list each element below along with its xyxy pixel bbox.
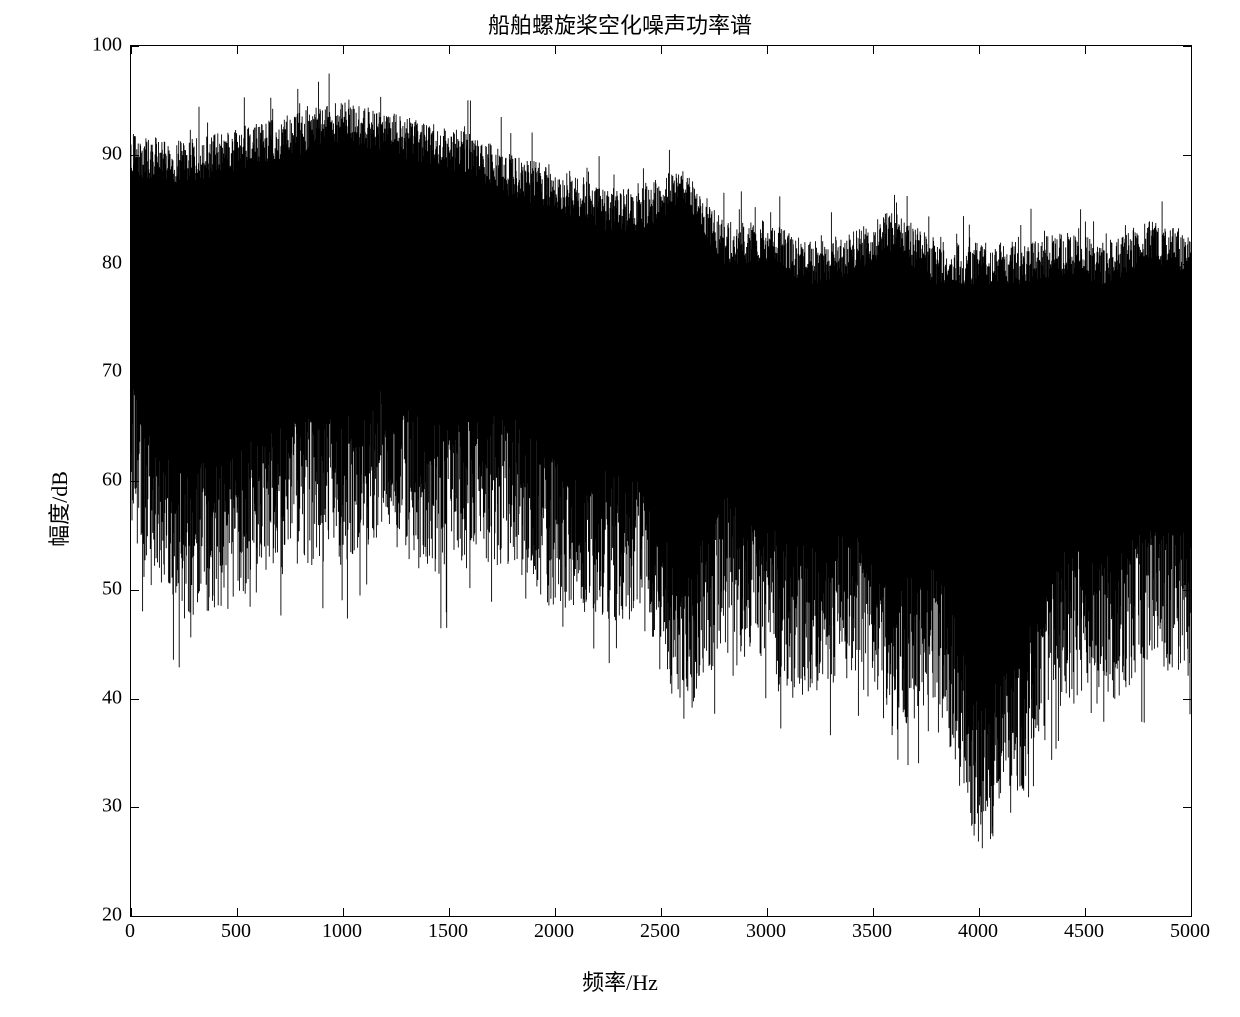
y-tick-mark	[1183, 155, 1191, 156]
y-tick-label: 100	[92, 34, 122, 57]
x-tick-mark	[661, 908, 662, 916]
x-tick-mark	[237, 908, 238, 916]
y-tick-label: 20	[102, 904, 122, 927]
x-tick-mark	[131, 908, 132, 916]
y-tick-label: 90	[102, 142, 122, 165]
x-tick-mark	[449, 46, 450, 54]
y-tick-label: 50	[102, 577, 122, 600]
y-tick-label: 30	[102, 795, 122, 818]
x-tick-mark	[1191, 46, 1192, 54]
y-tick-mark	[1183, 264, 1191, 265]
x-tick-mark	[873, 46, 874, 54]
x-tick-mark	[1191, 908, 1192, 916]
x-tick-label: 1500	[428, 920, 468, 943]
y-tick-mark	[131, 590, 139, 591]
x-tick-mark	[979, 46, 980, 54]
spectrum-svg	[131, 46, 1191, 916]
x-tick-label: 4000	[958, 920, 998, 943]
x-tick-label: 1000	[322, 920, 362, 943]
y-tick-mark	[131, 481, 139, 482]
x-tick-label: 500	[221, 920, 251, 943]
y-tick-label: 70	[102, 360, 122, 383]
x-tick-label: 5000	[1170, 920, 1210, 943]
y-tick-mark	[1183, 807, 1191, 808]
x-tick-mark	[1085, 908, 1086, 916]
x-tick-label: 0	[125, 920, 135, 943]
x-tick-label: 2000	[534, 920, 574, 943]
x-tick-mark	[1085, 46, 1086, 54]
x-tick-mark	[237, 46, 238, 54]
x-tick-mark	[343, 46, 344, 54]
y-tick-mark	[131, 372, 139, 373]
x-tick-mark	[449, 908, 450, 916]
spectrum-line	[131, 74, 1191, 849]
x-tick-mark	[555, 46, 556, 54]
y-tick-mark	[131, 807, 139, 808]
x-tick-mark	[131, 46, 132, 54]
y-tick-mark	[131, 264, 139, 265]
y-tick-mark	[1183, 699, 1191, 700]
x-axis-label: 频率/Hz	[0, 965, 1240, 997]
y-axis-label: 幅度/dB	[42, 471, 74, 547]
x-tick-mark	[767, 46, 768, 54]
x-tick-mark	[979, 908, 980, 916]
x-tick-mark	[343, 908, 344, 916]
x-tick-mark	[555, 908, 556, 916]
plot-area	[130, 45, 1192, 917]
y-tick-mark	[1183, 481, 1191, 482]
y-tick-mark	[1183, 916, 1191, 917]
x-tick-label: 3500	[852, 920, 892, 943]
y-tick-mark	[131, 916, 139, 917]
x-tick-label: 2500	[640, 920, 680, 943]
y-tick-label: 80	[102, 251, 122, 274]
x-tick-mark	[873, 908, 874, 916]
chart-title: 船舶螺旋桨空化噪声功率谱	[0, 8, 1240, 40]
y-tick-mark	[131, 155, 139, 156]
chart-container: 船舶螺旋桨空化噪声功率谱 幅度/dB 频率/Hz 20 30 40 50 60 70 80 9…	[0, 0, 1240, 1017]
y-tick-mark	[1183, 590, 1191, 591]
y-tick-mark	[1183, 46, 1191, 47]
x-tick-mark	[661, 46, 662, 54]
y-tick-mark	[1183, 372, 1191, 373]
y-tick-mark	[131, 46, 139, 47]
y-tick-label: 60	[102, 469, 122, 492]
x-tick-mark	[767, 908, 768, 916]
y-tick-mark	[131, 699, 139, 700]
x-tick-label: 3000	[746, 920, 786, 943]
y-tick-label: 40	[102, 686, 122, 709]
x-tick-label: 4500	[1064, 920, 1104, 943]
